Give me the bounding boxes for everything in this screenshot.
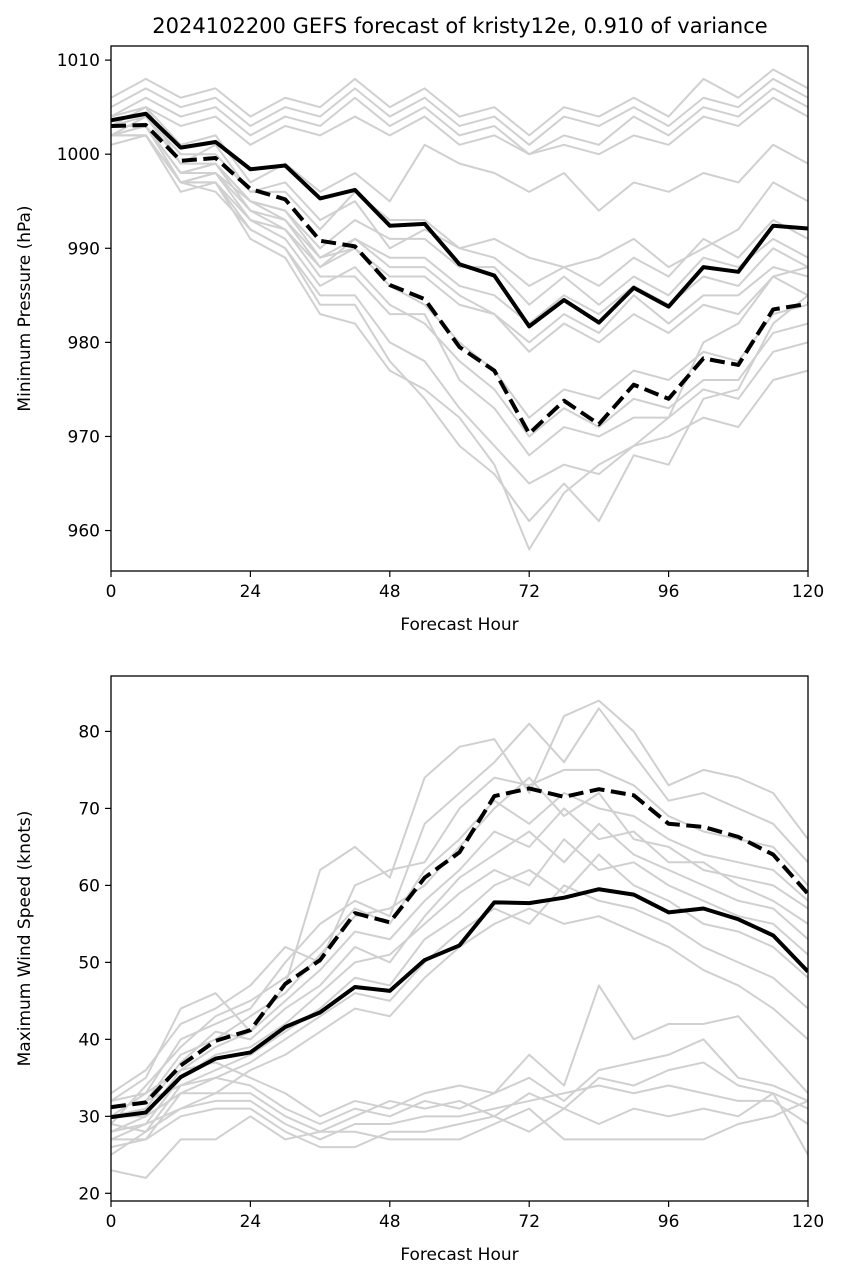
pressure-member-line-15 xyxy=(111,134,808,485)
pressure-ytick-label: 1010 xyxy=(57,51,100,71)
pressure-ytick-label: 980 xyxy=(68,333,100,353)
pressure-axes-frame xyxy=(110,45,809,572)
wind-member-line-12 xyxy=(111,984,808,1118)
wind-member-line-7 xyxy=(111,822,808,1118)
pressure-solid-line xyxy=(111,111,808,329)
figure-title: 2024102200 GEFS forecast of kristy12e, 0… xyxy=(152,14,767,38)
wind-panel: 0 24 48 72 96 120 20 30 40 50 60 70 80 Forecast Hour M… xyxy=(15,675,824,1265)
pressure-member-line-11 xyxy=(111,134,808,353)
pressure-xtick-label: 24 xyxy=(240,582,262,602)
wind-ytick-label: 70 xyxy=(78,799,100,819)
pressure-xtick-label: 0 xyxy=(106,582,117,602)
pressure-ytick-label: 990 xyxy=(68,239,100,259)
wind-member-line-9 xyxy=(111,853,808,1133)
pressure-ytick-label: 960 xyxy=(68,522,100,542)
wind-dashed-line xyxy=(111,786,808,1110)
wind-member-line-2 xyxy=(111,707,808,1118)
wind-ytick-label: 80 xyxy=(78,722,100,742)
wind-ytick-label: 50 xyxy=(78,953,100,973)
wind-plot-area xyxy=(111,699,808,1179)
pressure-member-line-17 xyxy=(111,134,808,551)
wind-member-line-8 xyxy=(111,838,808,1141)
wind-y-axis-label: Maximum Wind Speed (knots) xyxy=(15,811,35,1067)
wind-member-line-16 xyxy=(111,1092,808,1156)
wind-axes-frame xyxy=(110,675,809,1202)
wind-member-line-13 xyxy=(111,1038,808,1126)
pressure-member-line-4 xyxy=(111,96,808,156)
pressure-member-line-1 xyxy=(111,68,808,137)
wind-ytick-label: 60 xyxy=(78,876,100,896)
wind-member-line-17 xyxy=(111,1100,808,1179)
pressure-member-line-12 xyxy=(111,106,808,419)
pressure-member-line-8 xyxy=(111,124,808,306)
pressure-member-line-14 xyxy=(111,124,808,457)
pressure-xtick-label: 120 xyxy=(792,582,824,602)
pressure-member-line-3 xyxy=(111,87,808,156)
pressure-plot-area xyxy=(111,68,808,551)
wind-member-line-15 xyxy=(111,1084,808,1141)
pressure-member-line-7 xyxy=(111,115,808,287)
wind-xtick-label: 24 xyxy=(240,1212,262,1232)
wind-member-line-6 xyxy=(111,807,808,1133)
wind-xtick-label: 48 xyxy=(379,1212,401,1232)
wind-ytick-label: 30 xyxy=(78,1107,100,1127)
wind-solid-line xyxy=(111,887,808,1120)
wind-xtick-label: 0 xyxy=(106,1212,117,1232)
pressure-member-line-10 xyxy=(111,134,808,344)
pressure-ytick-label: 1000 xyxy=(57,145,100,165)
pressure-member-line-16 xyxy=(111,124,808,523)
pressure-xtick-label: 72 xyxy=(518,582,540,602)
pressure-xtick-label: 96 xyxy=(658,582,680,602)
pressure-panel: 0 24 48 72 96 120 960 970 980 990 1000 1010 Forecast… xyxy=(15,45,824,635)
pressure-x-axis-label: Forecast Hour xyxy=(400,615,518,635)
wind-member-line-4 xyxy=(111,792,808,1125)
wind-ytick-label: 20 xyxy=(78,1184,100,1204)
wind-xtick-label: 96 xyxy=(658,1212,680,1232)
wind-x-axis-label: Forecast Hour xyxy=(400,1245,518,1265)
pressure-member-line-13 xyxy=(111,124,808,438)
pressure-ytick-label: 970 xyxy=(68,427,100,447)
pressure-member-line-2 xyxy=(111,77,808,146)
pressure-xtick-label: 48 xyxy=(379,582,401,602)
wind-member-line-14 xyxy=(111,1061,808,1133)
wind-member-line-1 xyxy=(111,699,808,1102)
wind-xtick-label: 120 xyxy=(792,1212,824,1232)
wind-xtick-label: 72 xyxy=(518,1212,540,1232)
wind-ytick-label: 40 xyxy=(78,1030,100,1050)
pressure-dashed-line xyxy=(111,123,808,436)
pressure-y-axis-label: Minimum Pressure (hPa) xyxy=(15,205,35,411)
wind-member-line-10 xyxy=(111,884,808,1149)
